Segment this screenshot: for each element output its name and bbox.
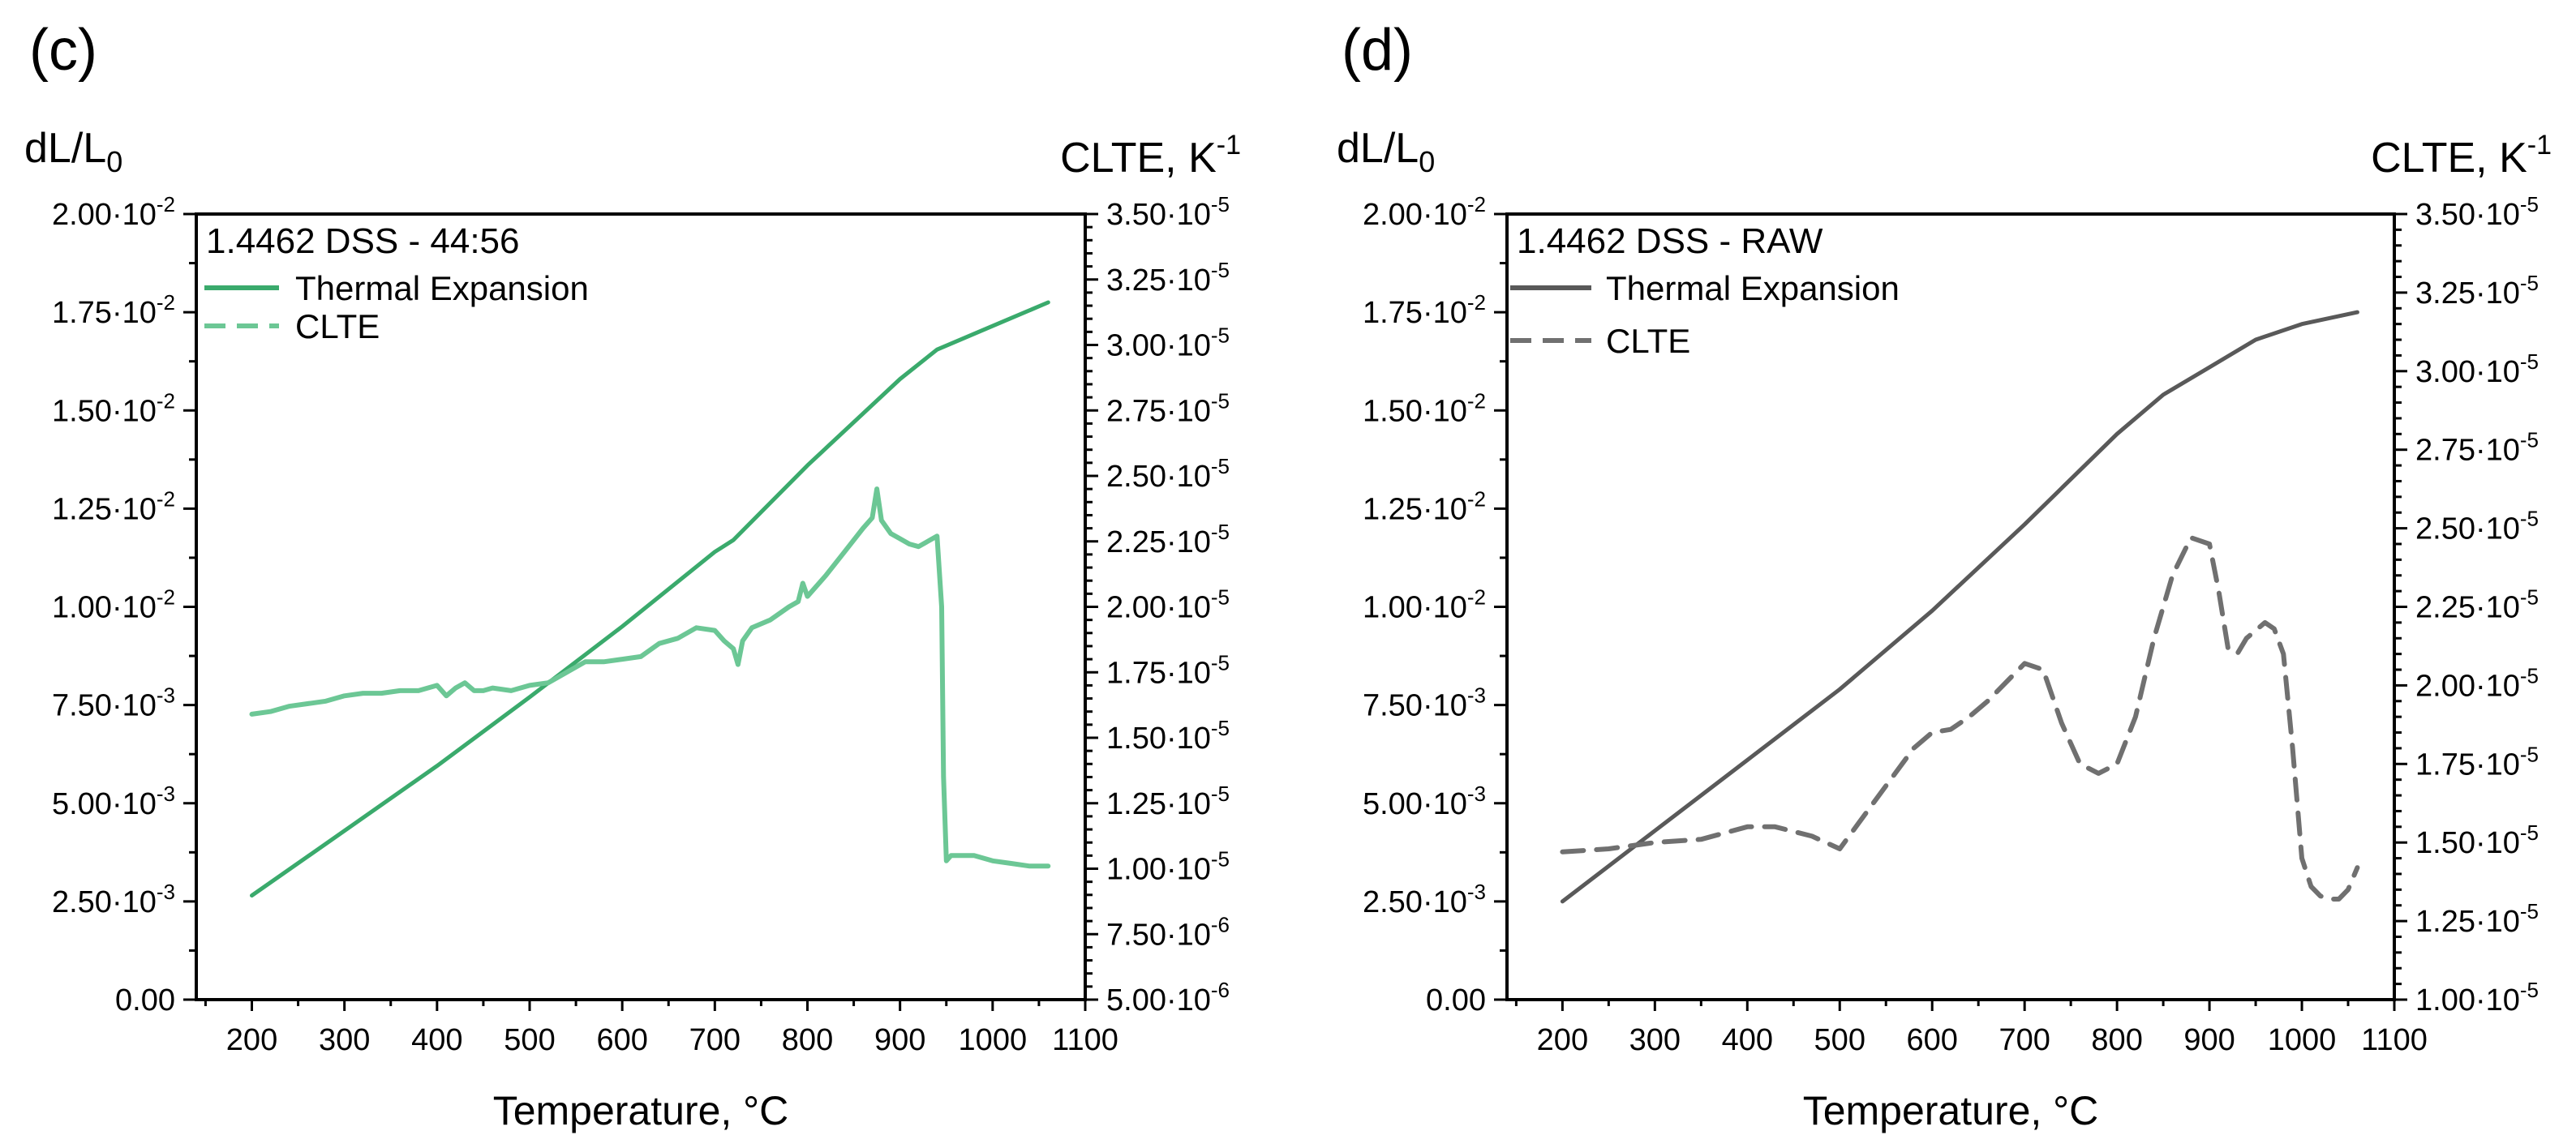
y2-tick-label: 1.50·10-5 [1106,716,1230,756]
x-tick-label: 700 [1999,1023,2050,1057]
y-tick-label: 1.00·10-2 [1363,585,1486,625]
y-tick-label: 2.00·10-2 [52,192,175,232]
plot-area: 200 300 400 500 600 700 800 900 1000 1100 0.00 2.50… [52,192,1230,1057]
x-tick-label: 500 [504,1023,555,1057]
series-clte-line [1560,535,2360,902]
y2-tick-label: 2.25·10-5 [1106,520,1230,559]
legend-label-thermal-expansion: Thermal Expansion [295,269,589,307]
legend: Thermal Expansion CLTE [1510,269,1900,360]
series-thermal-expansion-line [250,300,1050,898]
x-tick-label: 200 [1537,1023,1588,1057]
y-tick-label: 2.00·10-2 [1363,192,1486,232]
y2-tick-label: 2.00·10-5 [2415,663,2539,703]
y-tick-label: 1.00·10-2 [52,585,175,625]
y2-tick-label: 3.00·10-5 [2415,349,2539,389]
y2-tick-label: 3.50·10-5 [2415,192,2539,232]
y-tick-label: 1.25·10-2 [52,486,175,526]
series-thermal-expansion-line [1560,310,2359,904]
y2-tick-label: 5.00·10-6 [1106,978,1230,1017]
series-layer [249,300,1051,898]
y-tick-label: 5.00·10-3 [52,782,175,821]
x-tick-label: 1000 [959,1023,1028,1057]
y2-tick-label: 1.00·10-5 [2415,978,2539,1017]
x-axis-title: Temperature, °C [493,1088,789,1133]
y2-tick-label: 2.75·10-5 [1106,388,1230,428]
y-tick-label: 1.25·10-2 [1363,486,1486,526]
x-tick-label: 800 [2091,1023,2142,1057]
x-tick-label: 700 [689,1023,741,1057]
y-tick-label: 2.50·10-3 [52,880,175,919]
x-tick-label: 800 [782,1023,833,1057]
y2-tick-label: 1.75·10-5 [1106,650,1230,690]
x-tick-label: 300 [319,1023,370,1057]
left-axis-title: dL/L0 [24,125,122,178]
y2-tick-label: 1.50·10-5 [2415,820,2539,860]
y2-tick-label: 1.25·10-5 [1106,782,1230,821]
y2-tick-label: 3.25·10-5 [2415,271,2539,311]
y2-tick-label: 3.50·10-5 [1106,192,1230,232]
y-tick-label: 0.00 [115,983,175,1017]
x-tick-label: 600 [596,1023,647,1057]
x-tick-label: 600 [1907,1023,1958,1057]
left-axis-title: dL/L0 [1337,125,1435,178]
legend-label-clte: CLTE [295,307,380,345]
x-tick-label: 500 [1814,1023,1865,1057]
legend-label-clte: CLTE [1606,322,1690,360]
y2-tick-label: 2.50·10-5 [2415,507,2539,546]
panel-tag: (c) [29,18,97,83]
y-tick-label: 5.00·10-3 [1363,782,1486,821]
legend-label-thermal-expansion: Thermal Expansion [1606,269,1900,307]
y-tick-label: 1.75·10-2 [1363,290,1486,330]
x-tick-label: 1000 [2268,1023,2337,1057]
x-axis-title: Temperature, °C [1803,1088,2099,1133]
x-tick-label: 300 [1629,1023,1681,1057]
plot-box-title: 1.4462 DSS - RAW [1517,221,1823,261]
y-tick-label: 7.50·10-3 [52,683,175,723]
y2-tick-label: 2.00·10-5 [1106,585,1230,625]
y-tick-label: 1.50·10-2 [1363,388,1486,428]
legend: Thermal Expansion CLTE [204,269,589,345]
y2-tick-label: 2.75·10-5 [2415,428,2539,468]
y2-tick-label: 2.50·10-5 [1106,454,1230,494]
y2-tick-label: 1.25·10-5 [2415,899,2539,939]
y2-tick-label: 2.25·10-5 [2415,585,2539,625]
y-tick-label: 7.50·10-3 [1363,683,1486,723]
x-tick-label: 900 [874,1023,925,1057]
right-axis-title: CLTE, K-1 [2371,130,2552,182]
y-tick-label: 1.75·10-2 [52,290,175,330]
axis-ticks: 200 300 400 500 600 700 800 900 1000 1100 0.00 2.50… [1363,192,2539,1057]
y2-tick-label: 7.50·10-6 [1106,912,1230,952]
right-axis-title: CLTE, K-1 [1060,130,1241,182]
panel-d: (d) dL/L0 CLTE, K-1 200 300 400 500 600 700 80… [1337,18,2552,1133]
axis-ticks: 200 300 400 500 600 700 800 900 1000 1100 0.00 2.50… [52,192,1230,1057]
plot-area: 200 300 400 500 600 700 800 900 1000 1100 0.00 2.50… [1363,192,2539,1057]
x-tick-label: 1100 [2361,1023,2428,1057]
y-tick-label: 2.50·10-3 [1363,880,1486,919]
y2-tick-label: 3.25·10-5 [1106,258,1230,298]
panel-c: (c) dL/L0 CLTE, K-1 200 300 400 500 600 700 80… [24,18,1241,1133]
x-tick-label: 400 [1722,1023,1773,1057]
series-layer [1560,310,2360,904]
y2-tick-label: 1.75·10-5 [2415,742,2539,782]
y-tick-label: 0.00 [1426,983,1486,1017]
x-tick-label: 900 [2183,1023,2235,1057]
plot-box-title: 1.4462 DSS - 44:56 [206,221,519,261]
x-tick-label: 1100 [1052,1023,1118,1057]
y2-tick-label: 3.00·10-5 [1106,323,1230,363]
x-tick-label: 400 [411,1023,462,1057]
series-clte-line [249,486,1051,869]
x-tick-label: 200 [226,1023,277,1057]
y2-tick-label: 1.00·10-5 [1106,847,1230,887]
panel-tag: (d) [1342,18,1413,83]
y-tick-label: 1.50·10-2 [52,388,175,428]
